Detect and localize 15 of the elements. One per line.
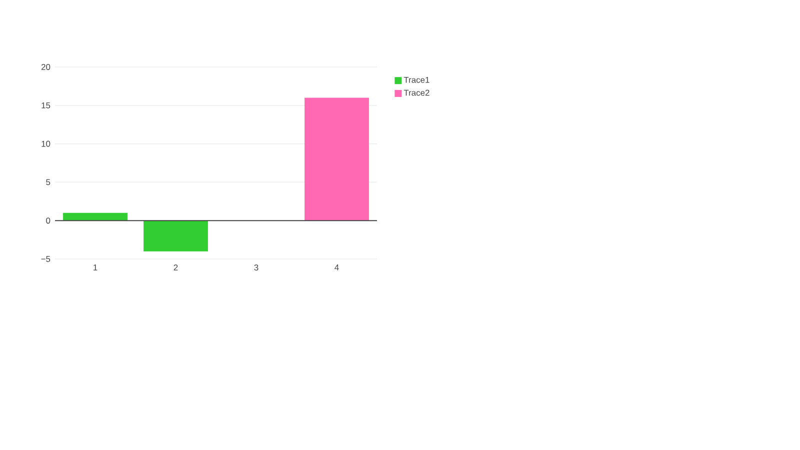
bar <box>63 212 128 221</box>
x-tick-label: 1 <box>94 264 98 270</box>
legend-label: Trace1 <box>404 76 430 83</box>
y-tick-label: 20 <box>41 64 50 70</box>
bar <box>144 220 208 252</box>
x-tick-label: 3 <box>254 264 258 271</box>
x-tick-label: 2 <box>174 264 178 270</box>
y-tick-label: −5 <box>41 256 50 262</box>
legend-label: Trace2 <box>404 90 430 96</box>
bar <box>304 98 369 221</box>
y-tick-label: 15 <box>42 102 50 108</box>
x-tick-label: 4 <box>334 264 339 270</box>
y-tick-label: 10 <box>42 140 50 147</box>
y-tick-label: 5 <box>46 179 50 186</box>
y-tick-label: 0 <box>46 218 50 224</box>
